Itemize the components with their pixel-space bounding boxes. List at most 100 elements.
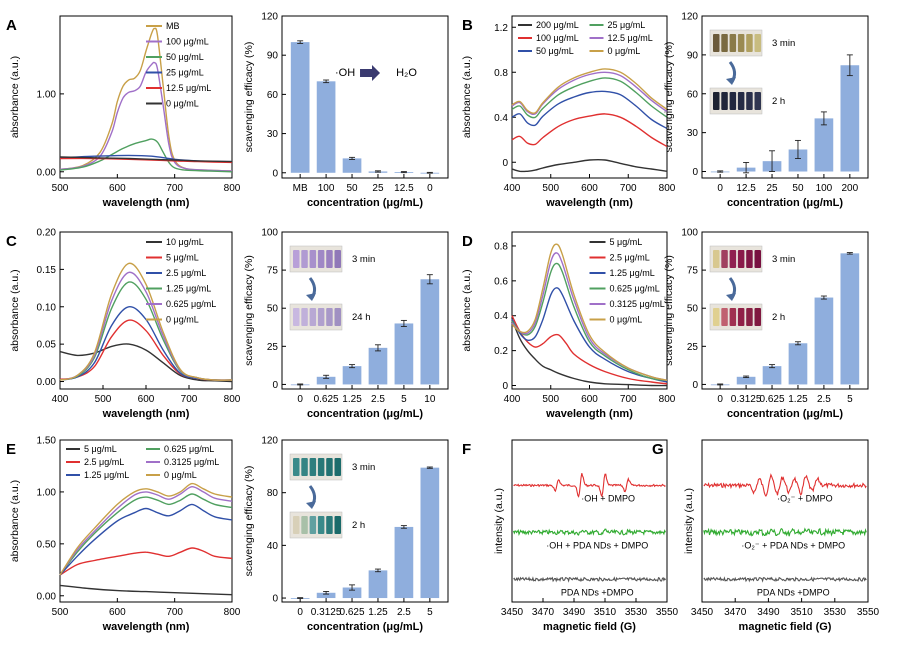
x-axis-title: wavelength (nm)	[545, 197, 633, 209]
arrow-icon	[726, 293, 736, 301]
inset-label-top: 3 min	[772, 38, 795, 49]
panel-letter: B	[462, 17, 473, 34]
inset-label-top: 3 min	[352, 462, 375, 473]
y-axis-title: scavenging efficacy (%)	[663, 42, 675, 153]
series-line	[511, 158, 668, 173]
y-tick-label: 75	[267, 266, 279, 277]
bar	[342, 587, 362, 599]
legend-label: 50 μg/mL	[536, 46, 574, 56]
y-tick-label: 0.4	[494, 311, 508, 322]
panel-letter: D	[462, 233, 473, 250]
x-axis-title: wavelength (nm)	[545, 408, 633, 420]
x-tick-label: 2.5	[817, 394, 831, 405]
x-tick-label: 3530	[824, 607, 847, 618]
vial	[729, 34, 737, 52]
vial	[301, 516, 308, 534]
y-tick-label: 120	[261, 436, 278, 447]
y-tick-label: 0.15	[37, 265, 57, 276]
plot-frame	[59, 231, 233, 390]
x-tick-label: 50	[346, 183, 358, 194]
x-axis-title: wavelength (nm)	[102, 621, 190, 633]
vial	[326, 458, 333, 476]
arrow-icon	[726, 77, 736, 85]
legend-label: 2.5 μg/mL	[166, 268, 206, 278]
bar	[814, 118, 834, 172]
vial	[737, 250, 745, 268]
vial	[713, 250, 720, 268]
vial	[754, 92, 761, 110]
y-tick-label: 0.20	[37, 228, 57, 239]
bar	[316, 376, 336, 385]
vial	[334, 516, 341, 534]
vial	[317, 458, 325, 476]
y-tick-label: 0	[272, 380, 278, 391]
x-tick-label: 0.3125	[311, 607, 342, 618]
vial	[334, 458, 341, 476]
bar	[316, 81, 336, 173]
x-tick-label: 800	[224, 394, 241, 405]
x-axis-title: concentration (μg/mL)	[307, 408, 423, 420]
x-tick-label: 0	[297, 607, 303, 618]
legend-label: 1.25 μg/mL	[84, 470, 129, 480]
inset-label-bottom: 2 h	[772, 312, 785, 323]
vial	[334, 250, 341, 268]
spectrum-label: ·OH + PDA NDs + DMPO	[546, 540, 648, 550]
x-tick-label: 800	[659, 183, 676, 194]
line-chart-e1: 500 600 700 800 0.00 0.50 1.00 1.50 wavelength (…	[9, 436, 241, 634]
x-tick-label: 5	[401, 394, 407, 405]
y-tick-label: 0.00	[37, 591, 57, 602]
y-tick-label: 75	[687, 266, 699, 277]
y-tick-label: 0	[502, 381, 508, 392]
series-line	[59, 584, 233, 596]
legend-label: 25 μg/mL	[166, 68, 204, 78]
vial	[746, 308, 753, 326]
y-tick-label: 100	[261, 228, 278, 239]
y-axis-title: scavenging efficacy (%)	[243, 42, 255, 153]
y-tick-label: 120	[261, 12, 278, 23]
vial	[309, 308, 317, 326]
bar	[814, 297, 834, 385]
x-tick-label: 600	[109, 607, 126, 618]
inset-label-top: 3 min	[772, 254, 795, 265]
x-tick-label: 3550	[656, 607, 679, 618]
series-line	[511, 262, 668, 381]
annotation-oh: ·OH	[335, 67, 355, 79]
vial	[309, 516, 317, 534]
legend-label: 0 μg/mL	[164, 470, 197, 480]
vial	[721, 250, 728, 268]
bar-chart-c2: 0 25 50 75 100 0 0.625 1.25 2.5 5 10concentration …	[243, 228, 449, 420]
line-chart-a1: 500 600 700 800 0.00 1.00 wavelength (nm) absor…	[9, 15, 241, 209]
panel-letter: G	[652, 441, 664, 458]
x-tick-label: 1.25	[368, 607, 388, 618]
y-tick-label: 60	[267, 90, 279, 101]
legend-label: 0.3125 μg/mL	[164, 457, 219, 467]
y-tick-label: 120	[681, 12, 698, 23]
vial	[746, 250, 753, 268]
x-tick-label: 3490	[757, 607, 780, 618]
line-chart-c1: 400 500 600 700 800 0.00 0.05 0.10 0.15 0.20 wavel…	[9, 228, 241, 421]
legend-label: 0 μg/mL	[610, 315, 643, 325]
plot-frame	[281, 439, 449, 603]
x-tick-label: 3530	[625, 607, 648, 618]
legend-label: 0 μg/mL	[166, 99, 199, 109]
epr-spectrum	[513, 473, 666, 498]
spectrum-label: ·O₂⁻ + DMPO	[777, 493, 833, 503]
x-tick-label: 700	[181, 394, 198, 405]
y-tick-label: 60	[687, 89, 699, 100]
vial	[309, 250, 317, 268]
y-axis-title: intensity (a.u.)	[683, 488, 695, 554]
x-tick-label: 200	[842, 183, 859, 194]
x-tick-label: 5	[847, 394, 853, 405]
y-axis-title: absorbance (a.u.)	[9, 269, 21, 351]
series-line	[59, 547, 233, 576]
y-axis-title: scavenging efficacy (%)	[243, 255, 255, 366]
bar	[394, 526, 414, 599]
y-tick-label: 100	[681, 228, 698, 239]
x-tick-label: 500	[52, 183, 69, 194]
x-tick-label: 12.5	[736, 183, 756, 194]
inset-label-bottom: 24 h	[352, 312, 371, 323]
y-axis-title: scavenging efficacy (%)	[663, 255, 675, 366]
vial	[293, 308, 300, 326]
x-axis-title: concentration (μg/mL)	[727, 408, 843, 420]
x-tick-label: 3510	[790, 607, 813, 618]
